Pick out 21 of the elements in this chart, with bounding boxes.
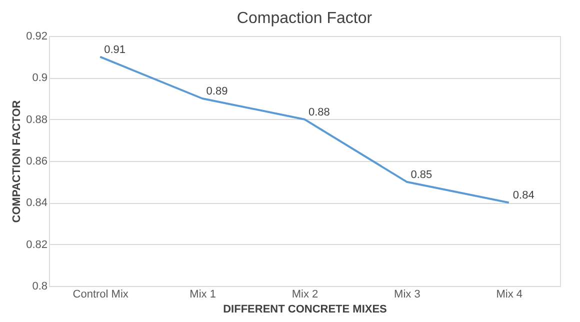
y-tick-label: 0.92 xyxy=(26,30,48,42)
line-series xyxy=(99,56,510,204)
x-tick-label: Mix 4 xyxy=(496,288,523,300)
x-axis-title: DIFFERENT CONCRETE MIXES xyxy=(223,304,387,316)
y-tick-label: 0.88 xyxy=(26,114,48,126)
x-tick-label: Mix 3 xyxy=(394,288,420,300)
data-label: 0.88 xyxy=(308,106,330,118)
y-tick-label: 0.86 xyxy=(26,156,48,168)
y-tick-label: 0.8 xyxy=(32,280,48,292)
x-tick-label: Mix 1 xyxy=(190,288,216,300)
data-label: 0.84 xyxy=(512,190,534,202)
y-axis-title: COMPACTION FACTOR xyxy=(11,100,24,223)
y-tick-label: 0.82 xyxy=(26,238,48,251)
chart-title: Compaction Factor xyxy=(236,10,373,27)
x-tick-label: Mix 2 xyxy=(292,288,318,300)
x-tick-label: Control Mix xyxy=(72,288,129,300)
data-label: 0.91 xyxy=(104,44,126,56)
data-label: 0.89 xyxy=(206,86,228,98)
y-tick-label: 0.9 xyxy=(32,72,48,84)
y-tick-label: 0.84 xyxy=(26,197,48,210)
data-label: 0.85 xyxy=(410,168,432,181)
